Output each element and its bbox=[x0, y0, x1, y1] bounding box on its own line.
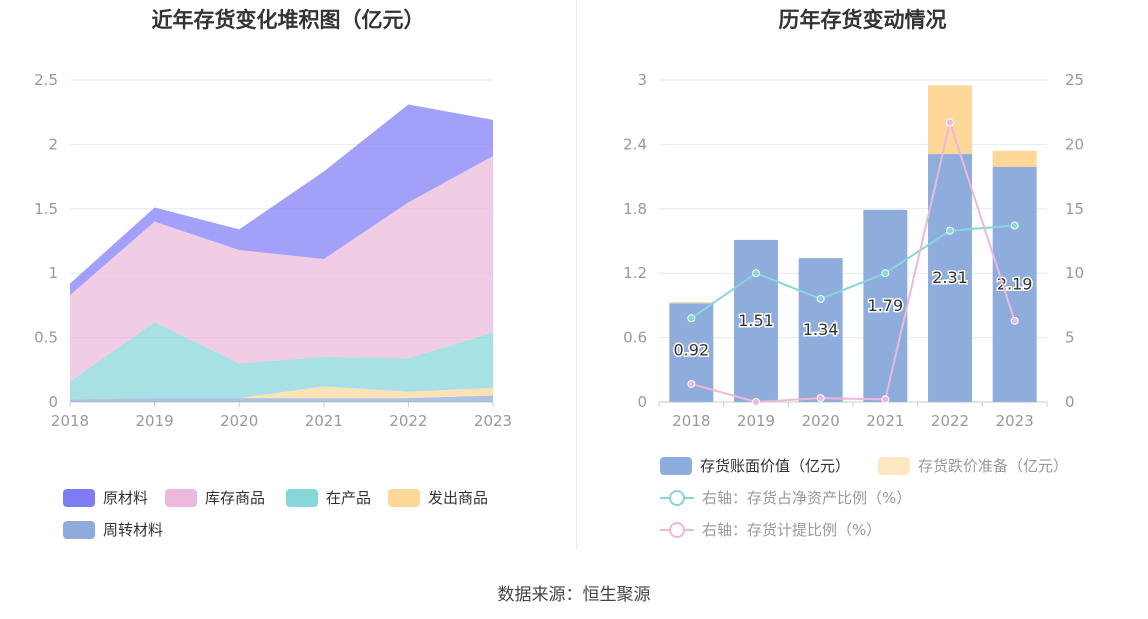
x-tick-label: 2018 bbox=[672, 412, 710, 430]
x-tick-label: 2023 bbox=[996, 412, 1034, 430]
legend-swatch bbox=[63, 520, 95, 539]
bar-存货跌价准备（亿元） bbox=[992, 150, 1037, 167]
line-point bbox=[881, 269, 890, 278]
y-tick-label: 2.5 bbox=[34, 71, 58, 89]
y-tick-label: 1.5 bbox=[34, 200, 58, 218]
line-point bbox=[946, 226, 954, 235]
legend-item[interactable]: 右轴：存货占净资产比例（%） bbox=[660, 487, 911, 508]
legend-item[interactable]: 库存商品 bbox=[165, 487, 265, 508]
x-tick-label: 2020 bbox=[802, 412, 840, 430]
x-tick-label: 2019 bbox=[136, 412, 174, 430]
bar-value-label: 0.92 bbox=[674, 340, 710, 359]
bar-存货账面价值（亿元） bbox=[863, 209, 908, 402]
legend-item[interactable]: 存货跌价准备（亿元） bbox=[878, 455, 1068, 476]
legend-label: 库存商品 bbox=[205, 489, 266, 507]
line-point bbox=[687, 314, 696, 323]
legend-swatch bbox=[388, 488, 420, 507]
y-tick-label: 1 bbox=[48, 264, 58, 282]
y-tick-label: 2.4 bbox=[623, 135, 647, 153]
inventory-change-panel: 历年存货变动情况 0 0.6 1.2 1.8 2.4 3 0 5 10 15 20 25 2018 201… bbox=[577, 0, 1148, 550]
y2-tick-label: 20 bbox=[1065, 135, 1084, 153]
x-tick-label: 2022 bbox=[931, 412, 969, 430]
legend-label: 发出商品 bbox=[428, 489, 489, 507]
y2-tick-label: 0 bbox=[1065, 393, 1075, 411]
legend-label: 周转材料 bbox=[103, 521, 164, 539]
stacked-area-chart: 0 0.5 1 1.5 2 2.5 2018 2019 2020 2021 2022 2023 bbox=[34, 71, 512, 430]
line-point bbox=[752, 398, 760, 406]
x-tick-label: 2021 bbox=[305, 412, 343, 430]
legend-item[interactable]: 发出商品 bbox=[388, 487, 488, 508]
chart-title: 历年存货变动情况 bbox=[778, 8, 947, 32]
legend-item[interactable]: 原材料 bbox=[63, 487, 148, 508]
x-tick-label: 2022 bbox=[389, 412, 427, 430]
y-tick-label: 0 bbox=[48, 393, 58, 411]
y-tick-label: 1.2 bbox=[623, 264, 647, 282]
legend-swatch bbox=[660, 521, 694, 539]
bar-line-combo-chart: 0 0.6 1.2 1.8 2.4 3 0 5 10 15 20 25 2018 2019 2020 2021… bbox=[623, 71, 1084, 430]
y2-tick-label: 25 bbox=[1065, 71, 1084, 89]
y2-tick-label: 5 bbox=[1065, 329, 1075, 347]
line-point bbox=[687, 379, 696, 388]
x-tick-label: 2020 bbox=[220, 412, 258, 430]
area-series-发出商品 bbox=[70, 386, 493, 400]
line-point bbox=[1010, 221, 1019, 230]
y2-tick-label: 10 bbox=[1065, 264, 1084, 282]
inventory-stacked-area-panel: 近年存货变化堆积图（亿元） 0 0.5 1 1.5 2 2.5 2018 2019 2020 20… bbox=[0, 0, 576, 550]
line-point bbox=[752, 269, 760, 278]
line-point bbox=[881, 395, 890, 404]
legend-swatch bbox=[878, 456, 910, 475]
legend-swatch bbox=[660, 489, 694, 507]
line-point bbox=[816, 294, 825, 303]
y-tick-label: 0.5 bbox=[34, 329, 58, 347]
bar-存货账面价值（亿元） bbox=[928, 154, 972, 402]
y-tick-label: 1.8 bbox=[623, 200, 647, 218]
x-tick-label: 2021 bbox=[866, 412, 904, 430]
legend-item[interactable]: 在产品 bbox=[286, 487, 371, 508]
bar-value-label: 1.34 bbox=[803, 320, 839, 339]
bar-存货账面价值（亿元） bbox=[992, 166, 1037, 402]
line-point bbox=[946, 118, 954, 127]
bar-存货账面价值（亿元） bbox=[798, 258, 843, 402]
legend-item[interactable]: 周转材料 bbox=[63, 519, 163, 540]
x-tick-label: 2018 bbox=[51, 412, 89, 430]
area-series-在产品 bbox=[70, 322, 493, 400]
y-tick-label: 0.6 bbox=[623, 329, 647, 347]
legend-label: 原材料 bbox=[103, 489, 149, 507]
legend-item[interactable]: 存货账面价值（亿元） bbox=[660, 455, 850, 476]
y-tick-label: 0 bbox=[637, 393, 647, 411]
panel-divider bbox=[576, 0, 577, 550]
line-series-右轴：存货占净资产比例（%） bbox=[690, 224, 1015, 320]
y-tick-label: 3 bbox=[637, 71, 647, 89]
line-point bbox=[816, 394, 825, 403]
legend-label: 存货跌价准备（亿元） bbox=[918, 457, 1069, 475]
legend-label: 存货账面价值（亿元） bbox=[700, 457, 851, 475]
data-source-note: 数据来源：恒生聚源 bbox=[497, 585, 651, 605]
legend-label: 在产品 bbox=[326, 489, 372, 507]
x-tick-label: 2019 bbox=[737, 412, 775, 430]
bar-value-label: 1.51 bbox=[738, 311, 774, 330]
legend-label: 右轴：存货计提比例（%） bbox=[702, 521, 882, 539]
legend-swatch bbox=[63, 488, 95, 507]
line-series-右轴：存货计提比例（%） bbox=[691, 118, 1016, 404]
legend-swatch bbox=[165, 488, 197, 507]
y2-tick-label: 15 bbox=[1065, 200, 1084, 218]
area-series-原材料 bbox=[70, 104, 493, 296]
bar-存货账面价值（亿元） bbox=[734, 239, 778, 402]
bar-value-label: 1.79 bbox=[868, 296, 904, 315]
legend-item[interactable]: 右轴：存货计提比例（%） bbox=[660, 519, 881, 540]
y-tick-label: 2 bbox=[48, 135, 58, 153]
bar-value-label: 2.31 bbox=[932, 268, 968, 287]
area-series-周转材料 bbox=[70, 395, 493, 402]
chart-title: 近年存货变化堆积图（亿元） bbox=[151, 8, 425, 32]
line-point bbox=[1010, 316, 1019, 325]
bar-存货跌价准备（亿元） bbox=[669, 302, 714, 304]
area-series-库存商品 bbox=[70, 155, 493, 382]
legend-swatch bbox=[286, 488, 318, 507]
legend-label: 右轴：存货占净资产比例（%） bbox=[702, 489, 912, 507]
legend-swatch bbox=[660, 456, 692, 475]
x-tick-label: 2023 bbox=[474, 412, 512, 430]
